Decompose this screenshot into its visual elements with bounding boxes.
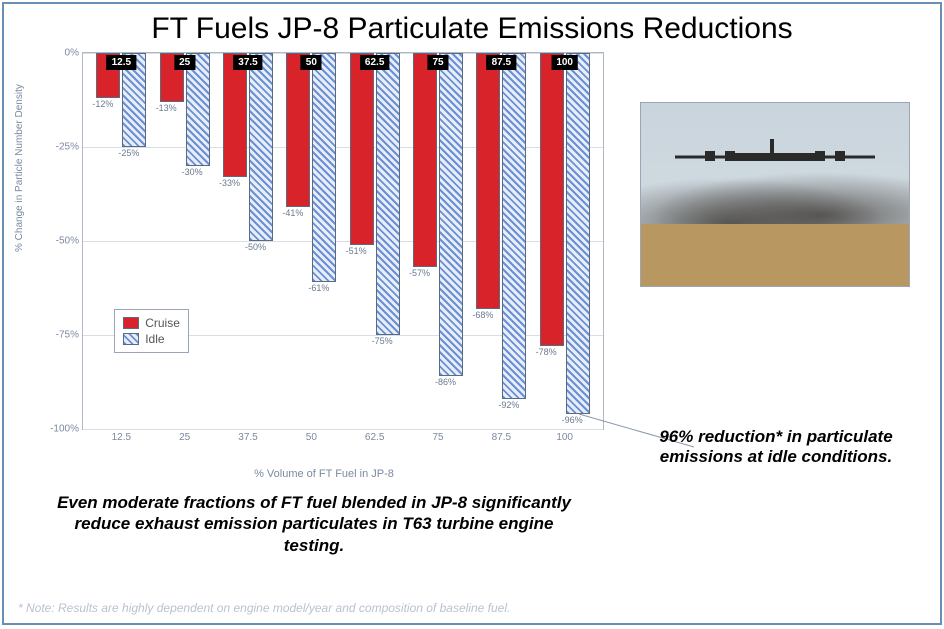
value-label-cruise: -13% (156, 103, 177, 113)
legend-swatch-cruise (123, 317, 139, 329)
value-label-idle: -86% (435, 377, 456, 387)
x-axis-label: % Volume of FT Fuel in JP-8 (254, 468, 394, 480)
category-label: 87.5 (487, 55, 516, 70)
category-label: 75 (427, 55, 448, 70)
bar-cruise (540, 53, 564, 346)
value-label-idle: -96% (562, 415, 583, 425)
value-label-idle: -25% (118, 148, 139, 158)
bar-group: 75-57%-86% (413, 53, 463, 429)
bar-idle (566, 53, 590, 414)
bar-group: 50-41%-61% (286, 53, 336, 429)
slide-title: FT Fuels JP-8 Particulate Emissions Redu… (4, 4, 940, 52)
plot-area: Cruise Idle 0%-25%-50%-75%-100%12.5-12%-… (82, 52, 604, 430)
value-label-cruise: -78% (536, 347, 557, 357)
value-label-cruise: -51% (346, 246, 367, 256)
slide-frame: FT Fuels JP-8 Particulate Emissions Redu… (2, 2, 942, 625)
bar-cruise (223, 53, 247, 177)
bar-group: 100-78%-96% (540, 53, 590, 429)
y-tick: -50% (56, 236, 83, 247)
bar-idle (376, 53, 400, 335)
bar-cruise (476, 53, 500, 309)
legend-swatch-idle (123, 333, 139, 345)
category-label: 37.5 (233, 55, 262, 70)
value-label-idle: -30% (182, 167, 203, 177)
legend-label-idle: Idle (145, 332, 164, 346)
value-label-cruise: -68% (472, 310, 493, 320)
bar-group: 87.5-68%-92% (476, 53, 526, 429)
bar-cruise (350, 53, 374, 245)
aircraft-photo (640, 102, 910, 287)
footnote: * Note: Results are highly dependent on … (18, 601, 510, 615)
legend-item-idle: Idle (123, 332, 180, 346)
y-tick: 0% (65, 48, 83, 59)
y-tick: -75% (56, 330, 83, 341)
bar-group: 25-13%-30% (160, 53, 210, 429)
value-label-cruise: -12% (92, 99, 113, 109)
bar-idle (502, 53, 526, 399)
x-tick: 50 (306, 429, 317, 443)
value-label-idle: -61% (308, 283, 329, 293)
y-tick: -100% (50, 424, 83, 435)
category-label: 100 (551, 55, 578, 70)
value-label-idle: -75% (372, 336, 393, 346)
bar-idle (439, 53, 463, 376)
value-label-idle: -50% (245, 242, 266, 252)
chart-legend: Cruise Idle (114, 309, 189, 353)
category-label: 62.5 (360, 55, 389, 70)
category-label: 12.5 (107, 55, 136, 70)
value-label-cruise: -41% (282, 208, 303, 218)
value-label-idle: -92% (498, 400, 519, 410)
callout-text: 96% reduction* in particulate emissions … (636, 427, 916, 467)
x-tick: 100 (556, 429, 573, 443)
bar-group: 12.5-12%-25% (96, 53, 146, 429)
photo-ground (641, 224, 909, 286)
y-axis-label: % Change in Particle Number Density (14, 84, 25, 252)
x-tick: 87.5 (492, 429, 511, 443)
x-tick: 62.5 (365, 429, 384, 443)
bar-idle (312, 53, 336, 282)
gridline (83, 429, 603, 430)
x-tick: 37.5 (238, 429, 257, 443)
legend-label-cruise: Cruise (145, 316, 180, 330)
bar-group: 37.5-33%-50% (223, 53, 273, 429)
value-label-cruise: -57% (409, 268, 430, 278)
aircraft-icon (675, 133, 875, 183)
bar-cruise (286, 53, 310, 207)
bar-cruise (413, 53, 437, 267)
value-label-cruise: -33% (219, 178, 240, 188)
x-tick: 75 (432, 429, 443, 443)
x-tick: 12.5 (112, 429, 131, 443)
summary-text: Even moderate fractions of FT fuel blend… (44, 492, 584, 556)
y-tick: -25% (56, 142, 83, 153)
bar-idle (249, 53, 273, 241)
category-label: 25 (174, 55, 195, 70)
emissions-chart: % Change in Particle Number Density Crui… (44, 52, 604, 452)
x-tick: 25 (179, 429, 190, 443)
legend-item-cruise: Cruise (123, 316, 180, 330)
content-area: % Change in Particle Number Density Crui… (4, 52, 940, 621)
category-label: 50 (301, 55, 322, 70)
bar-group: 62.5-51%-75% (350, 53, 400, 429)
